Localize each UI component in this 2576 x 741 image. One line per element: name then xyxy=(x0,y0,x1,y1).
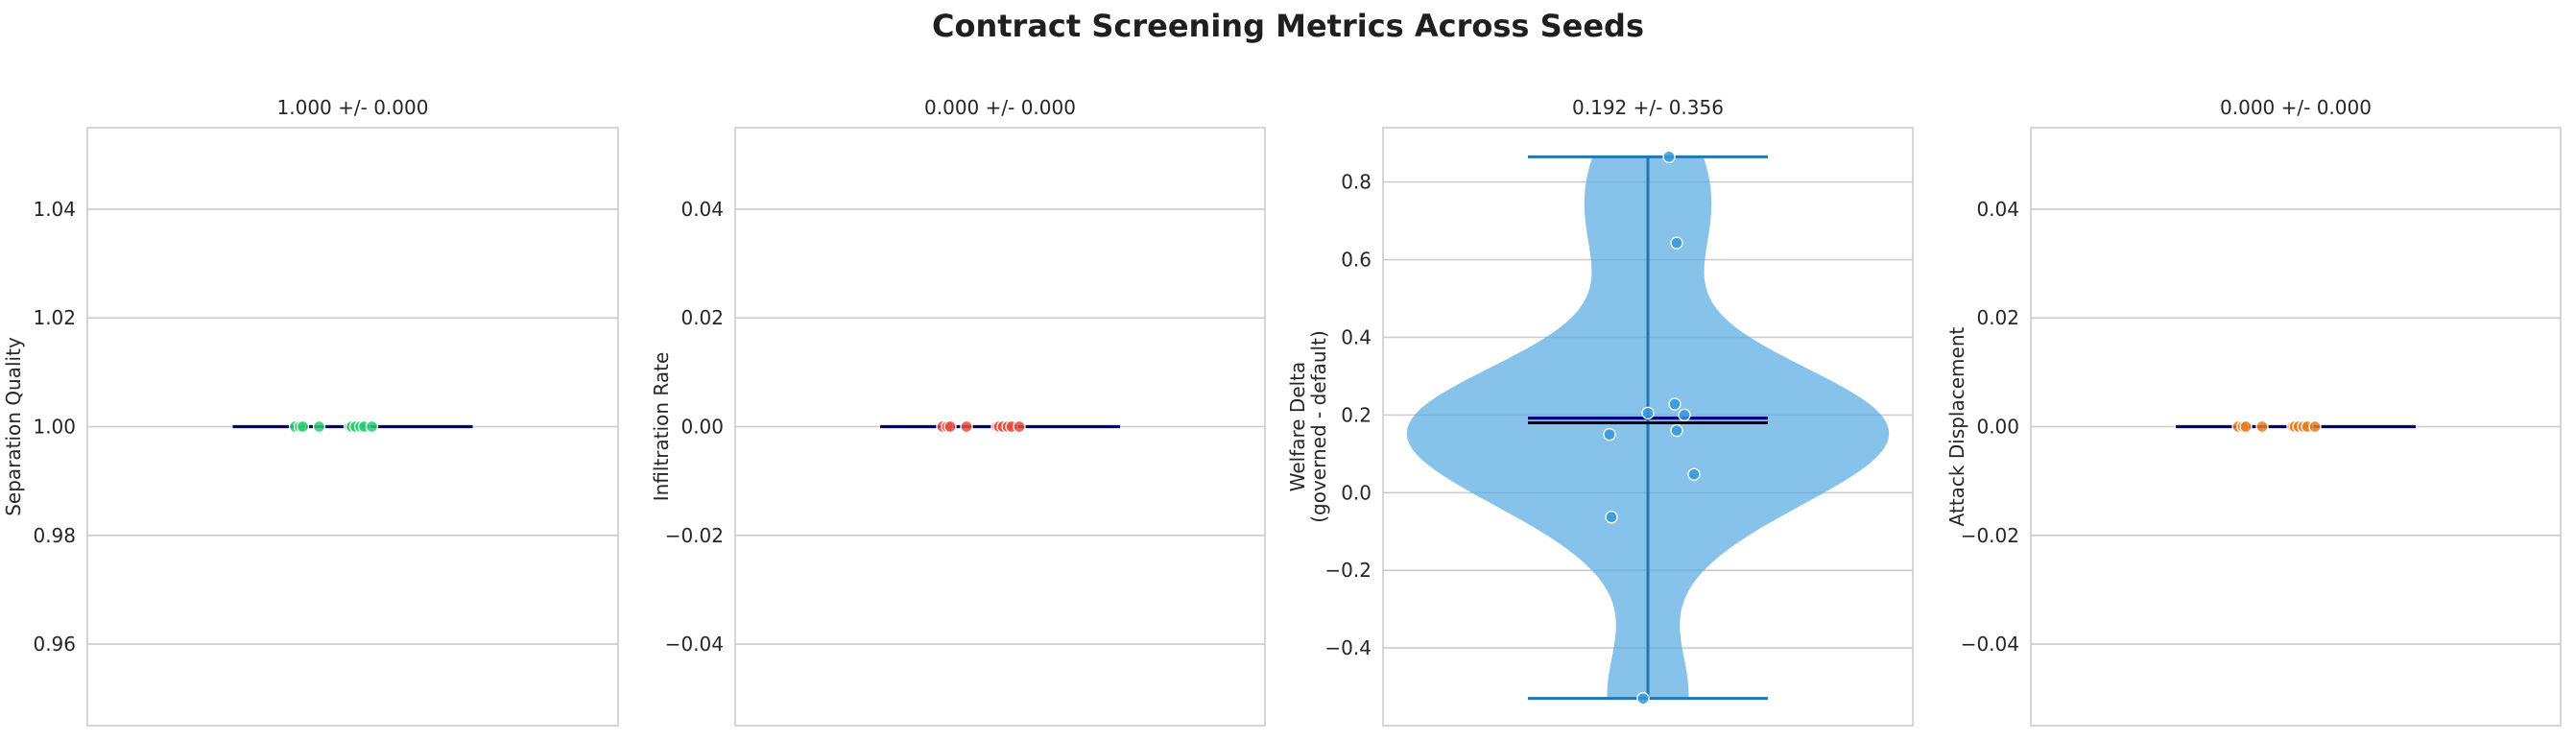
y-tick-label: −0.02 xyxy=(1961,524,2019,547)
data-point xyxy=(365,419,379,434)
y-axis-label-line: Attack Displacement xyxy=(1945,326,1968,526)
data-point xyxy=(1687,467,1701,481)
subplot-4: −0.04 −0.02 0.00 0.02 0.04 0.000 +/- 0.000 Att… xyxy=(1945,96,2562,727)
subplot-1: 0.96 0.98 1.00 1.02 1.04 1.000 +/- 0.000 Separ… xyxy=(2,96,619,727)
y-axis-label: Separation Quality xyxy=(2,337,25,516)
y-tick-label: 0.00 xyxy=(680,416,724,439)
data-point xyxy=(960,419,973,434)
y-tick-label: 1.02 xyxy=(33,306,76,329)
data-point xyxy=(2255,419,2269,434)
y-tick-label: 0.2 xyxy=(1341,403,1371,426)
y-tick-label: 0.04 xyxy=(1976,198,2019,221)
subplot-title: 1.000 +/- 0.000 xyxy=(277,96,429,119)
data-point xyxy=(1670,423,1683,438)
data-point xyxy=(1603,427,1616,442)
y-tick-label: 0.8 xyxy=(1341,171,1371,194)
y-axis-label: Welfare Delta(governed - default) xyxy=(1286,330,1330,523)
y-axis-label: Infiltration Rate xyxy=(650,352,673,502)
y-tick-label: 0.4 xyxy=(1341,325,1371,348)
y-tick-label: 0.02 xyxy=(680,306,724,329)
data-point xyxy=(312,419,326,434)
data-point xyxy=(1670,236,1683,250)
y-tick-label: −0.02 xyxy=(665,524,724,547)
data-point xyxy=(1668,397,1682,411)
y-tick-label: 0.04 xyxy=(680,198,724,221)
subplot-title: 0.192 +/- 0.356 xyxy=(1572,96,1724,119)
y-tick-label: −0.2 xyxy=(1324,559,1371,582)
y-tick-label: 0.96 xyxy=(33,633,76,656)
y-axis-label-line: Welfare Delta xyxy=(1286,362,1309,492)
axes-frame xyxy=(734,127,1266,727)
y-tick-label: −0.4 xyxy=(1324,636,1371,659)
y-tick-label: 0.98 xyxy=(33,524,76,547)
figure-title: Contract Screening Metrics Across Seeds xyxy=(932,8,1644,44)
axes-frame xyxy=(2030,127,2562,727)
y-tick-label: −0.04 xyxy=(1961,633,2019,656)
y-tick-label: 0.02 xyxy=(1976,306,2019,329)
y-axis-label-line: Separation Quality xyxy=(2,337,25,516)
data-point xyxy=(1636,692,1650,705)
data-point xyxy=(2239,419,2253,434)
y-axis-label-line: (governed - default) xyxy=(1307,330,1330,523)
data-point xyxy=(1662,150,1676,163)
data-point xyxy=(1641,406,1655,419)
data-point xyxy=(1678,408,1691,422)
subplot-2: −0.04 −0.02 0.00 0.02 0.04 0.000 +/- 0.000 Inf… xyxy=(650,96,1266,727)
y-tick-label: −0.04 xyxy=(665,633,724,656)
y-axis-label: Attack Displacement xyxy=(1945,326,1968,526)
data-point xyxy=(1013,419,1026,434)
subplot-title: 0.000 +/- 0.000 xyxy=(2220,96,2372,119)
y-tick-label: 1.04 xyxy=(33,198,76,221)
data-point xyxy=(2308,419,2322,434)
axes-frame xyxy=(1382,127,1914,727)
y-tick-label: 0.00 xyxy=(1976,416,2019,439)
y-tick-label: 1.00 xyxy=(33,416,76,439)
data-point xyxy=(943,419,957,434)
data-point xyxy=(1605,511,1618,524)
y-tick-label: 0.0 xyxy=(1341,481,1371,504)
y-axis-label-line: Infiltration Rate xyxy=(650,352,673,502)
subplot-title: 0.000 +/- 0.000 xyxy=(924,96,1076,119)
subplot-3: −0.4 −0.2 0.0 0.2 0.4 0.6 0.8 0.192 +/- 0.356 We… xyxy=(1286,96,1914,727)
y-tick-label: 0.6 xyxy=(1341,249,1371,272)
data-point xyxy=(296,419,310,434)
axes-frame xyxy=(86,127,619,727)
